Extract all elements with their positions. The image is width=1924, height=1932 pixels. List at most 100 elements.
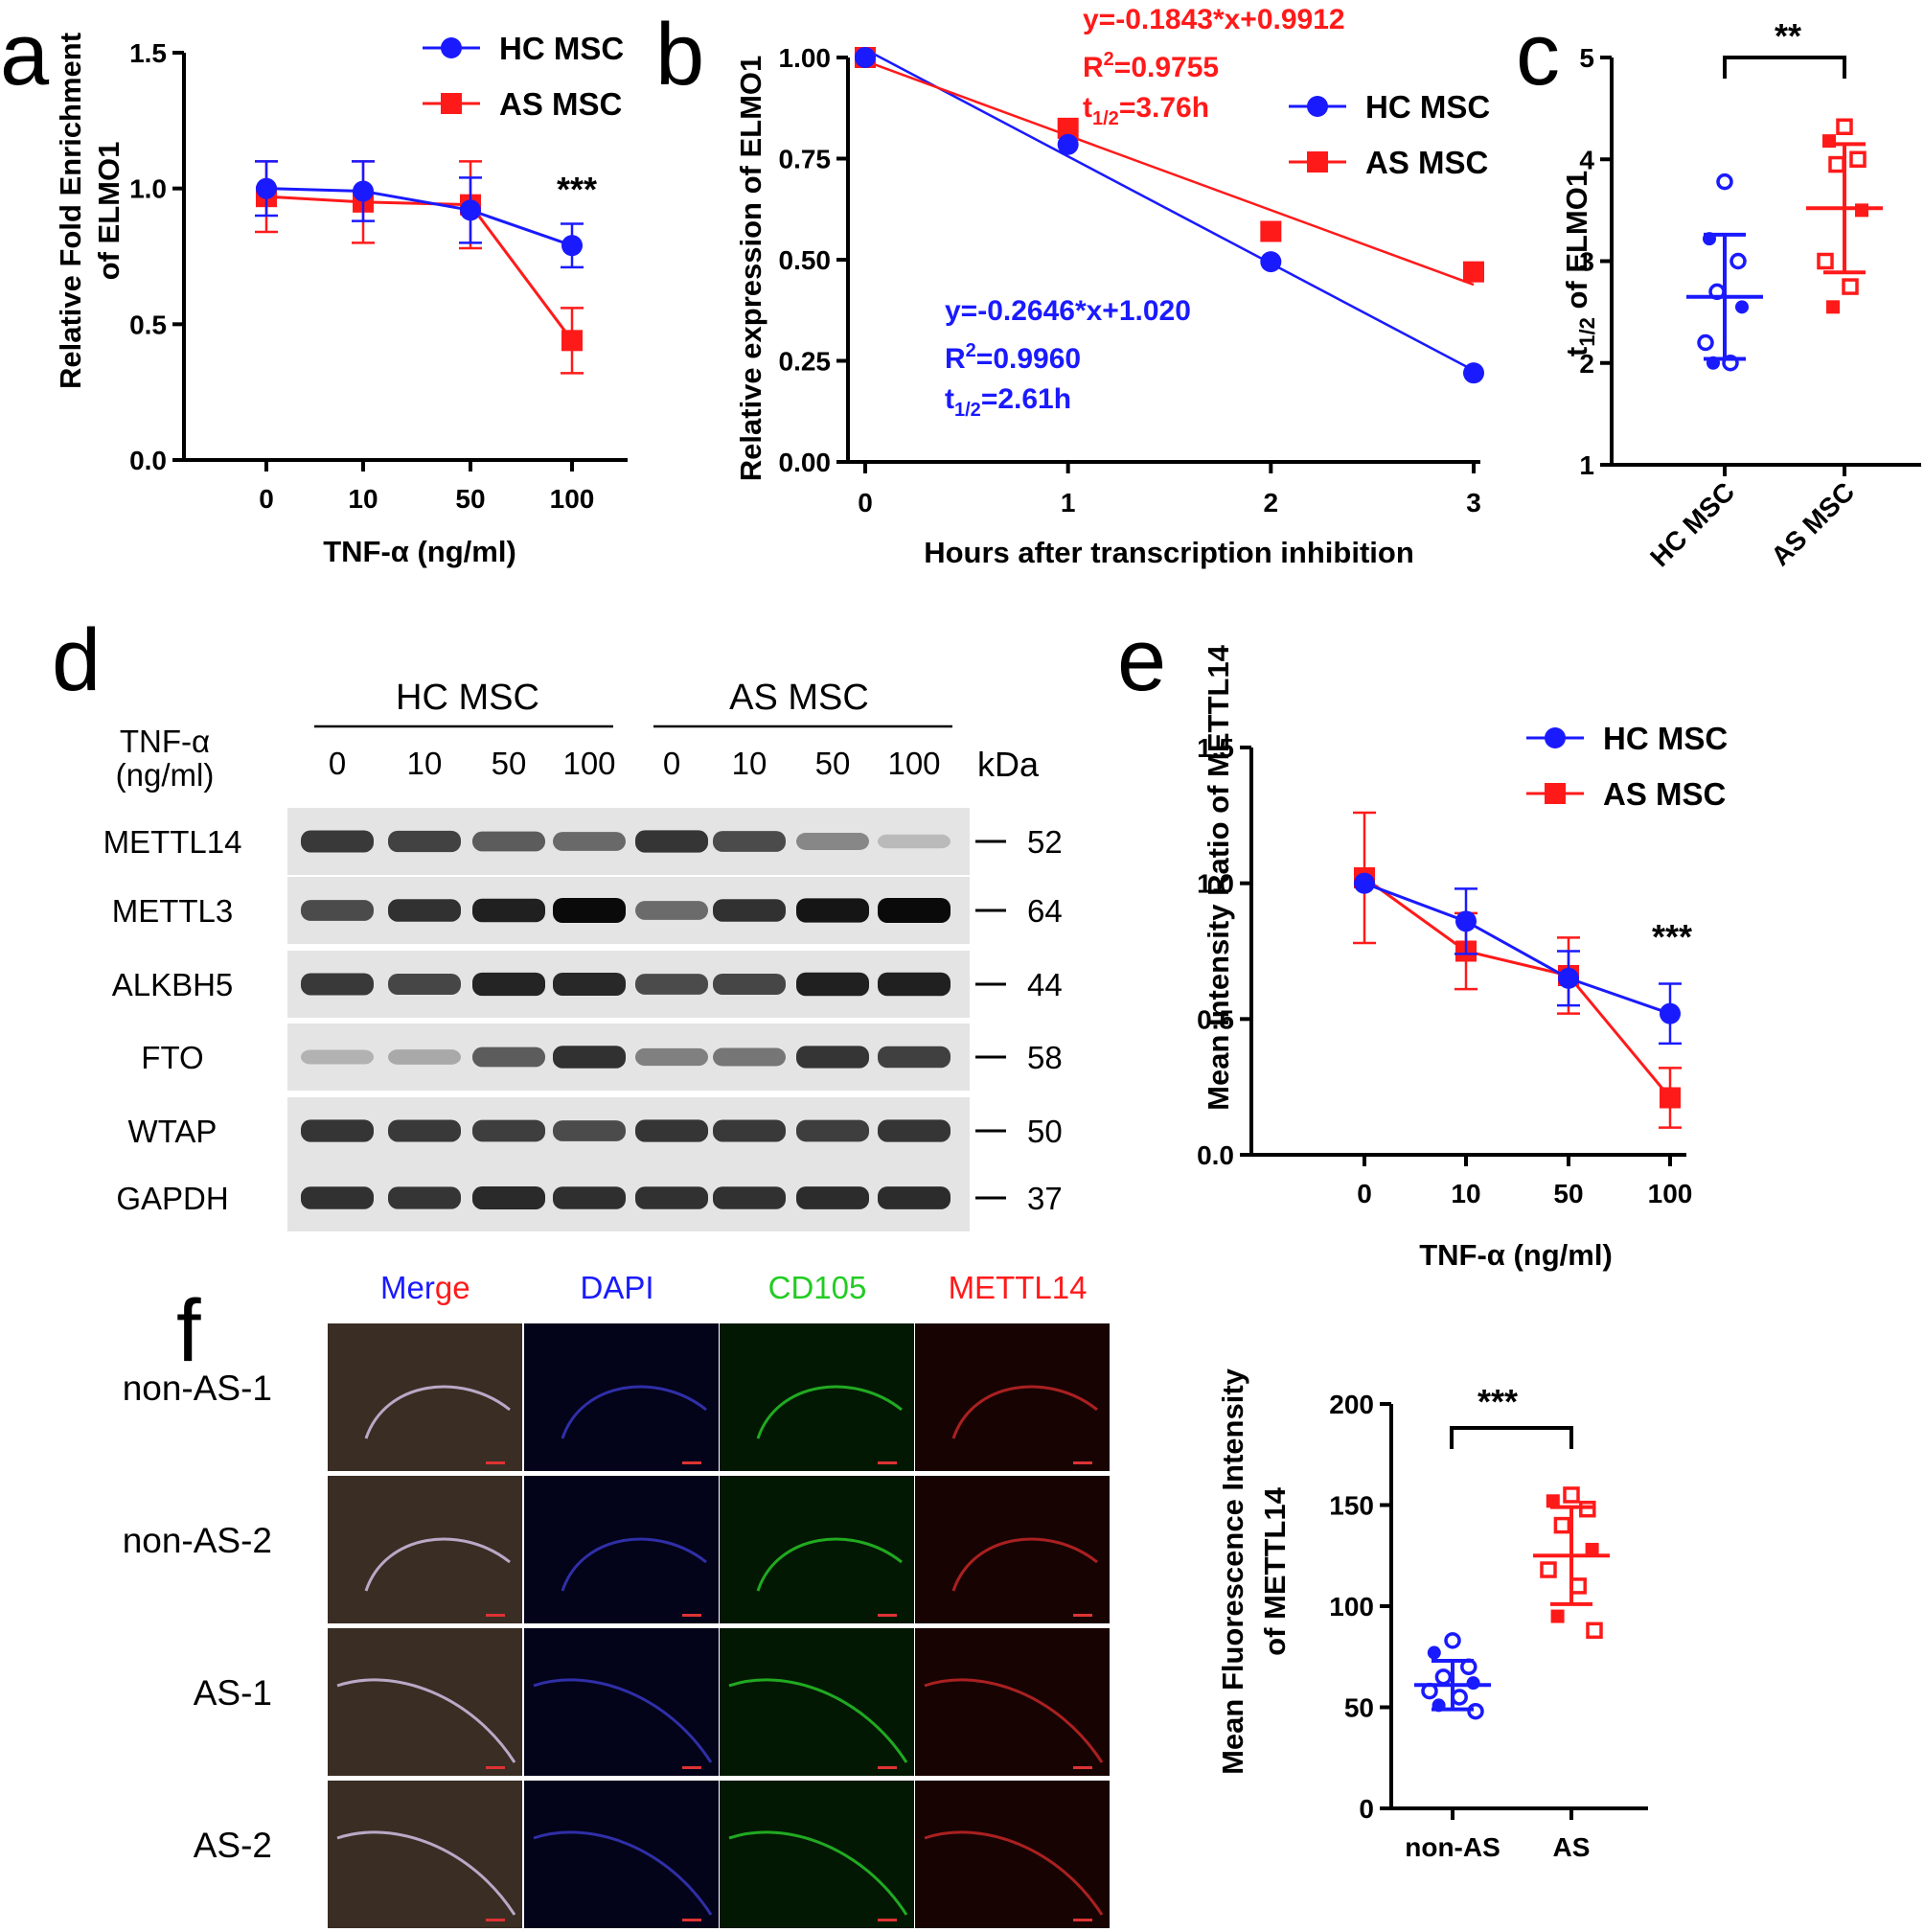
- blot-band: [553, 1046, 626, 1069]
- chart-b-y-tick-label: 0.75: [779, 145, 832, 174]
- chart-c-x-tick-label: HC MSC: [1644, 476, 1740, 572]
- chart-c-y-tick-label: 2: [1579, 349, 1594, 379]
- if-row-label: non-AS-1: [123, 1368, 272, 1408]
- panel-e: e Mean Intensity Ratio of METTL14 TNF-α …: [1117, 611, 1692, 1272]
- chart-f-y-tick-label: 50: [1344, 1693, 1374, 1723]
- panel-c-ylabel: t1/2 of ELMO1: [1560, 171, 1599, 356]
- if-row-label: AS-1: [194, 1673, 272, 1713]
- chart-b-data-point: [1260, 220, 1282, 242]
- chart-e-data-point: [1558, 967, 1579, 989]
- blot-band: [388, 973, 461, 996]
- treatment-label-line1: TNF-α: [120, 724, 210, 759]
- blot-band: [796, 898, 869, 923]
- blot-band: [301, 1119, 374, 1142]
- chart-c-y-tick-label: 4: [1579, 145, 1594, 174]
- panel-f-significance: ***: [1477, 1382, 1518, 1421]
- chart-b-data-point: [1260, 251, 1282, 273]
- blot-kda-value: 37: [1027, 1181, 1063, 1216]
- chart-b-legend-marker: [1307, 96, 1328, 117]
- blot-protein-label: METTL14: [103, 824, 242, 860]
- dose-label: 10: [732, 746, 767, 781]
- chart-a-legend-label: HC MSC: [499, 31, 624, 66]
- channel-cd105-label: CD105: [768, 1270, 867, 1305]
- if-image-background: [915, 1781, 1110, 1928]
- chart-e-data-point: [1354, 872, 1375, 894]
- chart-e-x-tick-label: 100: [1648, 1179, 1693, 1208]
- blot-band: [388, 830, 461, 853]
- chart-f-data-point: [1563, 1486, 1580, 1504]
- chart-f-x-tick-label: AS: [1553, 1832, 1591, 1862]
- blot-kda-value: 44: [1027, 967, 1063, 1002]
- blot-band: [553, 1186, 626, 1209]
- panel-c: c t1/2 of ELMO1 **: [1516, 6, 1846, 356]
- dose-labels: 0 10 50 100 0 10 50 100: [329, 746, 941, 781]
- blot-band: [713, 899, 786, 922]
- blot-band: [878, 1119, 951, 1142]
- dose-label: 100: [887, 746, 940, 781]
- panel-b: b Relative expression of ELMO1 Hours aft…: [655, 4, 1414, 569]
- if-scale-bar: [682, 1614, 701, 1617]
- blot-row: GAPDH 37: [116, 1164, 1063, 1231]
- as-fit-equation: y=-0.1843*x+0.9912: [1083, 4, 1345, 35]
- chart-f-data-point: [1427, 1645, 1441, 1660]
- chart-b-data-point: [1057, 133, 1079, 155]
- panel-b-label: b: [655, 6, 704, 104]
- panel-e-ylabel: Mean Intensity Ratio of METTL14: [1202, 644, 1235, 1110]
- blot-band: [388, 1049, 461, 1065]
- blot-band: [635, 1186, 708, 1209]
- group-hc-label: HC MSC: [396, 678, 539, 718]
- if-scale-bar: [878, 1461, 897, 1464]
- chart-f-data-point: [1585, 1542, 1599, 1556]
- if-scale-bar: [1073, 1614, 1092, 1617]
- panel-c-significance: **: [1775, 16, 1801, 56]
- if-fluorescence-signal: [756, 1537, 903, 1592]
- chart-f-data-point: [1540, 1561, 1557, 1578]
- if-scale-bar: [1073, 1766, 1092, 1769]
- if-scale-bar: [878, 1919, 897, 1921]
- if-scale-bar: [682, 1766, 701, 1769]
- if-image-tile: [524, 1476, 719, 1623]
- dose-label: 0: [663, 746, 680, 781]
- chart-e-y-tick-label: 1.5: [1197, 733, 1234, 763]
- chart-a-legend-marker: [441, 37, 462, 58]
- if-image-tile: [328, 1628, 522, 1776]
- chart-a-legend-marker: [441, 93, 462, 114]
- blot-band: [713, 1186, 786, 1209]
- if-image-tile: [524, 1323, 719, 1471]
- panel-d-label: d: [52, 611, 101, 709]
- blot-rows: METTL14 52 METTL3 64 ALKBH5 44 FTO 58 WTAP 50 GAPD…: [103, 808, 1063, 1231]
- chart-b-data-point: [1463, 261, 1484, 283]
- blot-band: [796, 972, 869, 997]
- chart-a-y-tick-label: 1.5: [129, 38, 167, 68]
- if-image-tile: [328, 1476, 522, 1623]
- hc-fit-r2: R2=0.9960: [945, 340, 1081, 375]
- blot-band: [301, 1186, 374, 1209]
- chart-f-data-point: [1466, 1676, 1480, 1690]
- chart-b-data-point: [1463, 362, 1484, 384]
- if-scale-bar: [1073, 1461, 1092, 1464]
- if-image-tile: [915, 1781, 1110, 1928]
- panel-a-significance: ***: [557, 170, 597, 209]
- chart-c-data-point: [1826, 300, 1840, 314]
- chart-f-y-tick-label: 100: [1329, 1592, 1374, 1622]
- chart-b-data-point: [855, 47, 876, 68]
- chart-f-data-point: [1467, 1702, 1484, 1720]
- chart-a-x-tick-label: 100: [550, 484, 595, 514]
- chart-f-data-point: [1586, 1622, 1603, 1640]
- chart-a-y-tick-label: 1.0: [129, 174, 167, 204]
- chart-e-data-point: [1660, 1002, 1681, 1024]
- chart-b-x-tick-label: 0: [858, 488, 873, 518]
- chart-e-y-tick-label: 0.5: [1197, 1004, 1234, 1034]
- if-scale-bar: [878, 1766, 897, 1769]
- chart-c-y-tick-label: 3: [1579, 247, 1594, 277]
- chart-a-y-tick-label: 0.0: [129, 446, 167, 475]
- blot-band: [635, 1119, 708, 1142]
- chart-c-data-point: [1855, 203, 1868, 218]
- if-fluorescence-signal: [728, 1678, 908, 1763]
- blot-band: [796, 1119, 869, 1142]
- blot-band: [472, 831, 545, 852]
- if-fluorescence-signal: [533, 1830, 713, 1916]
- as-fit-r2: R2=0.9755: [1083, 49, 1219, 83]
- chart-c-data-point: [1849, 150, 1867, 168]
